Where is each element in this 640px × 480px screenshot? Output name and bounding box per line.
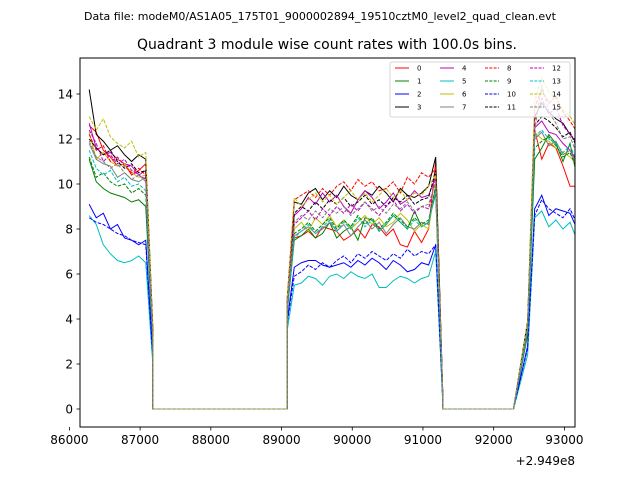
x-tick-label: 90000 [333,433,371,447]
series-layer [88,76,575,410]
y-tick-label: 6 [65,268,73,282]
legend-box [389,61,571,118]
legend-label: 4 [462,65,467,73]
legend-label: 0 [417,65,421,73]
x-tick-label: 87000 [121,433,159,447]
x-tick-label: 89000 [262,433,300,447]
chart-title: Quadrant 3 module wise count rates with … [137,37,517,53]
plot-frame [79,57,576,428]
y-tick-label: 10 [58,178,73,192]
legend-label: 1 [417,78,421,86]
x-axis: 86000 87000 88000 89000 90000 91000 92000 93000 [50,427,583,447]
legend-label: 11 [507,104,516,112]
legend-label: 15 [552,104,561,112]
x-offset-label: +2.949e8 [516,454,575,468]
legend-label: 3 [417,104,421,112]
legend-label: 7 [462,104,466,112]
legend-label: 13 [552,78,561,86]
legend-label: 12 [552,65,561,73]
x-tick-label: 92000 [475,433,513,447]
x-tick-label: 86000 [50,433,88,447]
series-line-15 [88,84,575,410]
legend-label: 6 [462,91,467,99]
y-tick-label: 4 [65,313,73,327]
legend-label: 9 [507,78,511,86]
figure-suptitle: Data file: modeM0/AS1A05_175T01_90000028… [84,10,557,23]
legend-label: 2 [417,91,421,99]
y-tick-label: 2 [65,358,73,372]
y-tick-label: 12 [58,133,73,147]
x-tick-label: 88000 [192,433,230,447]
legend-label: 8 [507,65,511,73]
x-tick-label: 91000 [404,433,442,447]
y-tick-label: 14 [58,88,73,102]
legend-label: 14 [552,91,561,99]
y-axis: 0 2 4 6 8 10 12 14 [58,88,80,417]
series-line-14 [88,76,575,410]
legend-label: 10 [507,91,516,99]
x-tick-label: 93000 [545,433,583,447]
y-tick-label: 0 [65,403,73,417]
legend-label: 5 [462,78,466,86]
y-tick-label: 8 [65,223,73,237]
